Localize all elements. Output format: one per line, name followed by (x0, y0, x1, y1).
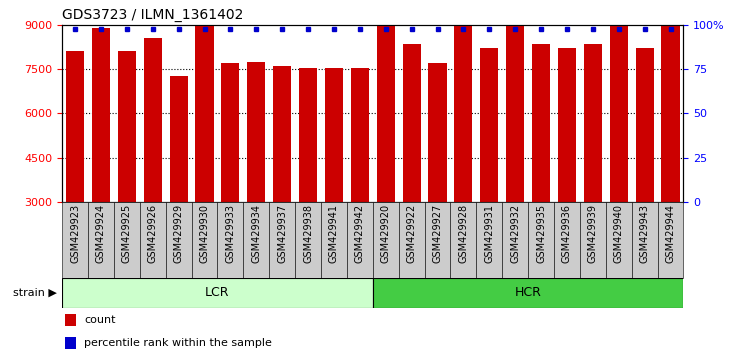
Bar (398, 202, 425, 278)
Bar (118, 51, 136, 202)
Text: GSM429922: GSM429922 (406, 204, 417, 263)
Text: GSM429930: GSM429930 (200, 204, 210, 263)
Text: GSM429924: GSM429924 (96, 204, 106, 263)
Bar (65, 314, 77, 326)
Text: GSM429938: GSM429938 (303, 204, 313, 263)
Bar (428, 63, 447, 202)
Bar (195, 26, 213, 202)
Bar (425, 202, 450, 278)
Bar (299, 68, 317, 202)
Text: LCR: LCR (205, 286, 230, 299)
Text: GSM429941: GSM429941 (329, 204, 339, 263)
Text: GSM429920: GSM429920 (381, 204, 391, 263)
Text: GSM429928: GSM429928 (458, 204, 469, 263)
Bar (144, 38, 162, 202)
Text: GSM429939: GSM429939 (588, 204, 598, 263)
Text: GSM429944: GSM429944 (665, 204, 675, 263)
Bar (403, 44, 421, 202)
Bar (269, 202, 295, 278)
Bar (192, 202, 218, 278)
Bar (92, 28, 110, 202)
Bar (347, 202, 373, 278)
Text: GSM429927: GSM429927 (433, 204, 442, 263)
Bar (477, 202, 502, 278)
Bar (554, 202, 580, 278)
Text: GSM429929: GSM429929 (174, 204, 183, 263)
Bar (580, 202, 606, 278)
Bar (221, 63, 240, 202)
Text: GSM429940: GSM429940 (614, 204, 624, 263)
Text: strain ▶: strain ▶ (13, 288, 57, 298)
Bar (88, 202, 114, 278)
Text: GSM429931: GSM429931 (485, 204, 494, 263)
Bar (166, 202, 192, 278)
Text: GDS3723 / ILMN_1361402: GDS3723 / ILMN_1361402 (62, 8, 243, 22)
Bar (66, 51, 84, 202)
Text: count: count (84, 315, 115, 325)
Text: GSM429935: GSM429935 (536, 204, 546, 263)
Bar (528, 202, 554, 278)
Bar (373, 202, 398, 278)
Bar (635, 48, 654, 202)
Bar (62, 278, 373, 308)
Bar (558, 48, 576, 202)
Bar (351, 68, 369, 202)
Bar (606, 202, 632, 278)
Bar (450, 202, 477, 278)
Text: GSM429932: GSM429932 (510, 204, 520, 263)
Bar (502, 202, 528, 278)
Bar (170, 76, 188, 202)
Bar (218, 202, 243, 278)
Bar (247, 62, 265, 202)
Text: GSM429936: GSM429936 (562, 204, 572, 263)
Bar (62, 202, 88, 278)
Text: percentile rank within the sample: percentile rank within the sample (84, 338, 272, 348)
Text: GSM429937: GSM429937 (277, 204, 287, 263)
Bar (506, 23, 524, 202)
Text: GSM429934: GSM429934 (251, 204, 261, 263)
Bar (325, 68, 343, 202)
Bar (114, 202, 140, 278)
Text: GSM429943: GSM429943 (640, 204, 650, 263)
Bar (321, 202, 347, 278)
Bar (532, 44, 550, 202)
Bar (140, 202, 166, 278)
Bar (376, 4, 395, 202)
Text: GSM429923: GSM429923 (70, 204, 80, 263)
Bar (480, 48, 499, 202)
Bar (584, 44, 602, 202)
Bar (455, 26, 472, 202)
Text: GSM429933: GSM429933 (225, 204, 235, 263)
Bar (610, 26, 628, 202)
Text: GSM429942: GSM429942 (355, 204, 365, 263)
Bar (273, 66, 291, 202)
Bar (243, 202, 269, 278)
Text: HCR: HCR (515, 286, 542, 299)
Text: GSM429926: GSM429926 (148, 204, 158, 263)
Text: GSM429925: GSM429925 (122, 204, 132, 263)
Bar (373, 278, 683, 308)
Bar (295, 202, 321, 278)
Bar (65, 337, 77, 349)
Bar (632, 202, 658, 278)
Bar (662, 23, 680, 202)
Bar (658, 202, 683, 278)
